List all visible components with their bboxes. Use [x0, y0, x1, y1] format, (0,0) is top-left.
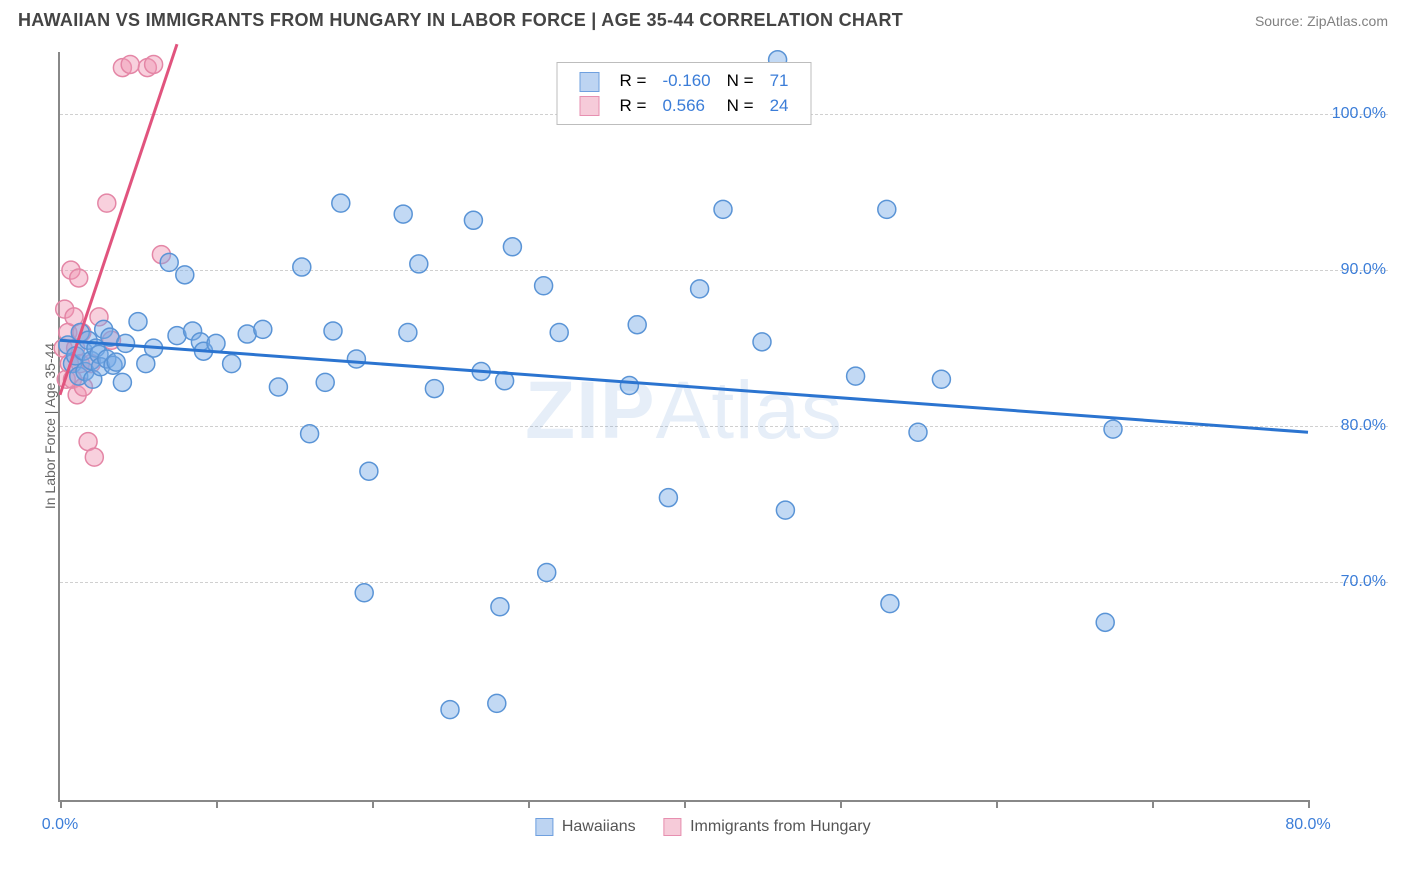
- data-point: [1104, 420, 1122, 438]
- data-point: [878, 200, 896, 218]
- data-point: [550, 324, 568, 342]
- data-point: [98, 194, 116, 212]
- data-point: [425, 380, 443, 398]
- n-value: 71: [762, 69, 797, 94]
- n-label: N =: [719, 69, 762, 94]
- data-point: [293, 258, 311, 276]
- r-value: 0.566: [654, 94, 718, 119]
- data-point: [464, 211, 482, 229]
- scatter-svg: [60, 52, 1308, 800]
- data-point: [659, 489, 677, 507]
- data-point: [535, 277, 553, 295]
- data-point: [324, 322, 342, 340]
- data-point: [85, 448, 103, 466]
- data-point: [160, 253, 178, 271]
- data-point: [347, 350, 365, 368]
- data-point: [503, 238, 521, 256]
- data-point: [932, 370, 950, 388]
- n-value: 24: [762, 94, 797, 119]
- swatch-hawaiians: [580, 72, 600, 92]
- plot-area: In Labor Force | Age 35-44 ZIPAtlas R = …: [58, 52, 1308, 802]
- y-axis-title: In Labor Force | Age 35-44: [42, 343, 58, 509]
- x-tick: [60, 800, 62, 808]
- x-tick: [1152, 800, 1154, 808]
- data-point: [620, 376, 638, 394]
- data-point: [145, 55, 163, 73]
- legend-item: Hawaiians: [535, 818, 635, 836]
- y-tick-label: 90.0%: [1341, 261, 1386, 279]
- data-point: [129, 313, 147, 331]
- x-tick: [216, 800, 218, 808]
- data-point: [909, 423, 927, 441]
- x-tick: [372, 800, 374, 808]
- x-tick: [684, 800, 686, 808]
- stats-row-hawaiians: R = -0.160 N = 71: [572, 69, 797, 94]
- stats-row-hungary: R = 0.566 N = 24: [572, 94, 797, 119]
- data-point: [332, 194, 350, 212]
- x-tick: [996, 800, 998, 808]
- data-point: [538, 563, 556, 581]
- data-point: [316, 373, 334, 391]
- legend-item: Immigrants from Hungary: [664, 818, 871, 836]
- data-point: [441, 701, 459, 719]
- data-point: [488, 694, 506, 712]
- data-point: [394, 205, 412, 223]
- x-tick-label: 0.0%: [42, 816, 78, 834]
- data-point: [207, 334, 225, 352]
- header: HAWAIIAN VS IMMIGRANTS FROM HUNGARY IN L…: [0, 0, 1406, 39]
- series-legend: Hawaiians Immigrants from Hungary: [521, 818, 884, 836]
- source-attribution: Source: ZipAtlas.com: [1255, 13, 1388, 29]
- data-point: [753, 333, 771, 351]
- data-point: [399, 324, 417, 342]
- data-point: [121, 55, 139, 73]
- data-point: [491, 598, 509, 616]
- r-label: R =: [612, 94, 655, 119]
- data-point: [107, 353, 125, 371]
- data-point: [410, 255, 428, 273]
- swatch-hungary: [580, 96, 600, 116]
- data-point: [254, 320, 272, 338]
- data-point: [714, 200, 732, 218]
- x-tick: [1308, 800, 1310, 808]
- r-label: R =: [612, 69, 655, 94]
- x-tick: [528, 800, 530, 808]
- data-point: [176, 266, 194, 284]
- chart-container: In Labor Force | Age 35-44 ZIPAtlas R = …: [18, 42, 1388, 842]
- data-point: [1096, 613, 1114, 631]
- data-point: [223, 355, 241, 373]
- data-point: [360, 462, 378, 480]
- data-point: [355, 584, 373, 602]
- data-point: [70, 269, 88, 287]
- y-tick-label: 80.0%: [1341, 417, 1386, 435]
- r-value: -0.160: [654, 69, 718, 94]
- data-point: [847, 367, 865, 385]
- data-point: [776, 501, 794, 519]
- y-tick-label: 70.0%: [1341, 573, 1386, 591]
- data-point: [113, 373, 131, 391]
- data-point: [628, 316, 646, 334]
- x-tick: [840, 800, 842, 808]
- n-label: N =: [719, 94, 762, 119]
- x-tick-label: 80.0%: [1285, 816, 1330, 834]
- trend-line: [60, 340, 1308, 432]
- chart-title: HAWAIIAN VS IMMIGRANTS FROM HUNGARY IN L…: [18, 10, 903, 31]
- data-point: [881, 595, 899, 613]
- data-point: [269, 378, 287, 396]
- data-point: [691, 280, 709, 298]
- y-tick-label: 100.0%: [1332, 105, 1386, 123]
- stats-legend: R = -0.160 N = 71 R = 0.566 N = 24: [557, 62, 812, 125]
- data-point: [301, 425, 319, 443]
